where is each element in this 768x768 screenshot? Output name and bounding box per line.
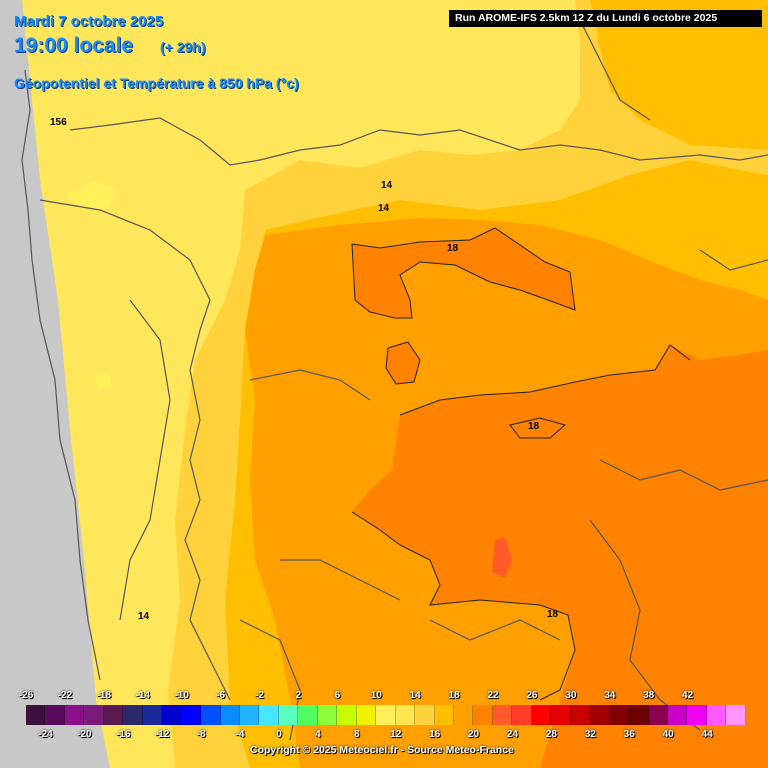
legend-tick-upper: 38 xyxy=(643,690,655,701)
legend-swatch xyxy=(609,705,630,725)
legend-tick-lower: 28 xyxy=(545,729,557,740)
contour-label: 18 xyxy=(447,243,459,254)
legend-swatch xyxy=(356,705,377,725)
legend-swatch xyxy=(376,705,396,725)
legend-swatch xyxy=(298,705,318,725)
legend-tick-upper: 42 xyxy=(682,690,694,701)
copyright-text: Copyright © 2025 Meteociel.fr - Source M… xyxy=(250,744,514,756)
forecast-lead-time: (+ 29h) xyxy=(160,39,206,55)
legend-tick-lower: 12 xyxy=(390,729,402,740)
legend-swatch xyxy=(492,705,513,725)
cool-patch xyxy=(65,180,118,208)
legend-tick-upper: 6 xyxy=(334,690,341,701)
legend-tick-upper: 34 xyxy=(604,690,616,701)
temperature-legend xyxy=(26,705,746,725)
legend-tick-lower: 0 xyxy=(276,729,282,740)
legend-swatch xyxy=(26,705,46,725)
legend-tick-upper: -14 xyxy=(135,690,150,701)
legend-tick-upper: 10 xyxy=(370,690,382,701)
legend-tick-upper: 26 xyxy=(526,690,538,701)
legend-tick-lower: 8 xyxy=(354,729,360,740)
legend-swatch xyxy=(629,705,649,725)
contour-label: 14 xyxy=(381,180,393,191)
legend-swatch xyxy=(278,705,299,725)
legend-tick-upper: 18 xyxy=(448,690,460,701)
legend-tick-upper: -10 xyxy=(174,690,189,701)
map-parameter: Géopotentiel et Température à 850 hPa (°… xyxy=(14,75,299,91)
legend-swatch xyxy=(706,705,727,725)
legend-swatch xyxy=(453,705,474,725)
legend-swatch xyxy=(473,705,493,725)
legend-swatch xyxy=(512,705,532,725)
legend-swatch xyxy=(590,705,610,725)
temperature-zone-18-20-south xyxy=(352,345,768,768)
legend-swatch xyxy=(201,705,221,725)
legend-tick-lower: 4 xyxy=(315,729,321,740)
legend-swatch xyxy=(531,705,552,725)
cool-patch-2 xyxy=(95,370,112,388)
legend-tick-lower: -8 xyxy=(196,729,206,740)
isotherm-lines xyxy=(351,227,691,701)
legend-tick-lower: 32 xyxy=(584,729,596,740)
legend-swatch xyxy=(551,705,571,725)
legend-tick-upper: 14 xyxy=(409,690,421,701)
legend-tick-lower: 20 xyxy=(468,729,480,740)
forecast-local-time: 19:00 locale xyxy=(14,34,134,57)
legend-tick-upper: 22 xyxy=(487,690,499,701)
legend-tick-lower: 16 xyxy=(429,729,441,740)
legend-swatch xyxy=(687,705,707,725)
legend-tick-upper: -18 xyxy=(96,690,112,701)
legend-tick-upper: -2 xyxy=(255,690,264,701)
contour-label: 14 xyxy=(138,611,150,622)
run-info-banner: Run AROME-IFS 2.5km 12 Z du Lundi 6 octo… xyxy=(449,10,762,27)
temperature-zone-18-20-blob xyxy=(386,342,420,384)
legend-swatch xyxy=(648,705,668,725)
legend-swatch xyxy=(181,705,202,725)
temperature-zone-18-20-patch xyxy=(510,418,565,438)
legend-swatch xyxy=(84,705,104,725)
contour-label: 156 xyxy=(50,117,67,128)
legend-swatch xyxy=(415,705,435,725)
legend-swatch xyxy=(162,705,182,725)
legend-tick-lower: -4 xyxy=(235,729,245,740)
temperature-zone-20-22 xyxy=(492,538,512,578)
legend-swatch xyxy=(570,705,591,725)
legend-swatch xyxy=(142,705,163,725)
legend-tick-upper: -6 xyxy=(216,690,226,701)
legend-swatch xyxy=(220,705,240,725)
legend-tick-lower: 40 xyxy=(662,729,674,740)
forecast-date: Mardi 7 octobre 2025 xyxy=(14,13,164,30)
legend-tick-upper: -22 xyxy=(57,690,73,701)
contour-label: 18 xyxy=(528,421,540,432)
legend-tick-lower: 36 xyxy=(623,729,635,740)
legend-swatch xyxy=(103,705,124,725)
legend-swatch xyxy=(667,705,688,725)
legend-swatch xyxy=(434,705,454,725)
legend-swatch xyxy=(317,705,338,725)
legend-swatch xyxy=(395,705,416,725)
legend-tick-upper: 2 xyxy=(295,690,302,701)
legend-swatch xyxy=(337,705,357,725)
legend-tick-lower: 24 xyxy=(506,729,519,740)
legend-swatch xyxy=(64,705,85,725)
legend-tick-lower: -12 xyxy=(154,729,170,740)
legend-swatch xyxy=(45,705,65,725)
legend-tick-upper: -26 xyxy=(18,690,34,701)
legend-swatch xyxy=(259,705,279,725)
legend-tick-lower: -20 xyxy=(77,729,92,740)
legend-tick-lower: -24 xyxy=(38,729,53,740)
legend-swatch xyxy=(726,705,746,725)
legend-tick-lower: 44 xyxy=(701,729,713,740)
legend-swatch xyxy=(239,705,260,725)
contour-label: 14 xyxy=(378,203,390,214)
legend-tick-lower: -16 xyxy=(116,729,131,740)
legend-swatch xyxy=(123,705,143,725)
legend-tick-upper: 30 xyxy=(565,690,577,701)
contour-label: 18 xyxy=(547,609,559,620)
